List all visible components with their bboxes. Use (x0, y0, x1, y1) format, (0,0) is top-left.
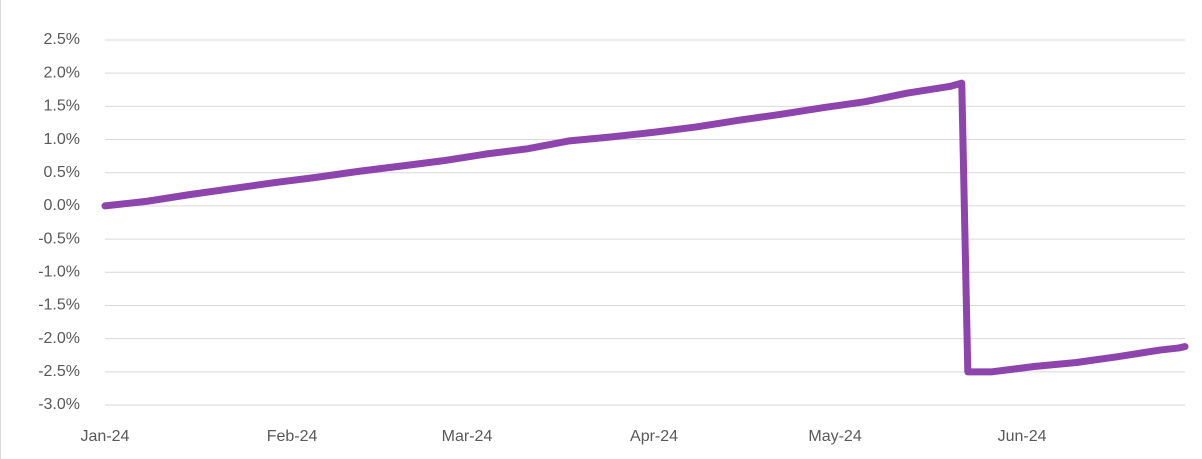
y-tick-label: 1.0% (44, 131, 80, 148)
x-tick-label: Jan-24 (81, 428, 130, 445)
y-tick-label: 0.0% (44, 197, 80, 214)
x-tick-label: Apr-24 (630, 428, 678, 445)
y-tick-label: 2.5% (44, 31, 80, 48)
y-tick-label: -1.0% (38, 263, 80, 280)
y-tick-label: 0.5% (44, 164, 80, 181)
y-tick-label: -2.5% (38, 363, 80, 380)
y-tick-label: -2.0% (38, 330, 80, 347)
data-line (101, 79, 1189, 376)
y-tick-label: 1.5% (44, 98, 80, 115)
x-tick-label: Jun-24 (998, 428, 1047, 445)
y-tick-label: -3.0% (38, 396, 80, 413)
y-tick-label: -0.5% (38, 230, 80, 247)
x-tick-label: Feb-24 (267, 428, 318, 445)
y-tick-label: -1.5% (38, 297, 80, 314)
x-tick-label: Mar-24 (442, 428, 493, 445)
x-tick-label: May-24 (808, 428, 861, 445)
y-tick-label: 2.0% (44, 64, 80, 81)
